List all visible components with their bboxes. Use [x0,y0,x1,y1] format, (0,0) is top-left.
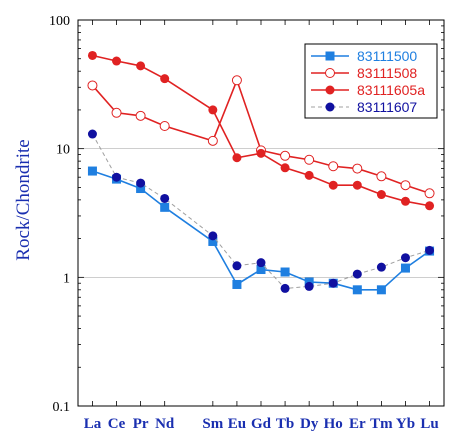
x-tick-label-ho: Ho [324,416,343,432]
data-point [87,166,97,176]
x-tick-label-er: Er [349,416,366,432]
legend-item-83111605a: 83111605a [311,82,425,98]
data-point [87,129,97,139]
x-tick-label-dy: Dy [300,416,319,432]
legend-label: 83111605a [357,82,425,98]
data-point [231,75,242,86]
data-point [376,262,386,272]
data-point [160,74,170,84]
data-point [376,171,387,182]
y-tick-label: 100 [49,14,70,29]
legend-label: 83111500 [357,48,417,64]
x-tick-label-pr: Pr [133,416,149,432]
gridlines [78,148,444,278]
legend-item-83111500: 83111500 [311,48,417,64]
data-point [352,285,362,295]
data-point [208,105,218,115]
data-point [87,50,97,60]
data-point [112,172,122,182]
legend-label: 83111508 [357,65,417,81]
x-tick-label-tb: Tb [276,416,294,432]
x-axis-labels: La Ce Pr Nd Sm Eu Gd Tb Dy Ho Er Tm Yb Lu [84,20,439,432]
x-tick-label-nd: Nd [155,416,175,432]
series-83111605a [87,50,435,211]
data-point [207,135,218,146]
data-point [136,184,146,194]
legend-label: 83111607 [357,99,417,115]
x-tick-label-sm: Sm [202,416,223,432]
data-point [328,278,338,288]
data-point [160,202,170,212]
data-point [304,281,314,291]
data-point [352,180,362,190]
legend-marker [325,68,335,78]
data-point [256,265,266,275]
data-point [136,61,146,71]
data-point [280,163,290,173]
data-point [232,261,242,271]
data-point [425,245,435,255]
y-tick-label: 1 [63,271,70,286]
series-83111607 [87,129,435,293]
series-83111508 [87,75,435,199]
data-point [352,163,363,174]
data-point [424,188,435,199]
data-point [208,231,218,241]
data-point [400,180,411,191]
data-point [376,190,386,200]
x-tick-label-gd: Gd [251,416,272,432]
data-point [425,201,435,211]
data-point [160,193,170,203]
data-point [111,107,122,118]
data-point [208,236,218,246]
data-point [280,283,290,293]
x-tick-label-eu: Eu [228,416,246,432]
data-point [304,154,315,165]
data-point [112,56,122,66]
data-point [328,161,339,172]
y-tick-label: 0.1 [53,400,71,415]
data-point [352,269,362,279]
data-point [376,285,386,295]
data-point [87,80,98,91]
y-tick-label: 10 [56,143,70,158]
data-point [400,196,410,206]
legend-marker [325,85,335,95]
x-tick-label-lu: Lu [420,416,438,432]
x-tick-label-yb: Yb [396,416,415,432]
legend-marker [325,102,335,112]
y-axis-ticks: 0.1 1 10 100 [49,14,444,415]
x-tick-label-tm: Tm [370,416,393,432]
series-layer [87,50,435,295]
data-point [280,150,291,161]
data-point [400,253,410,263]
legend-item-83111508: 83111508 [311,65,417,81]
data-point [136,178,146,188]
y-axis-title: Rock/Chondrite [13,139,34,260]
data-point [232,153,242,163]
data-point [280,267,290,277]
data-point [256,148,266,158]
series-line [92,133,430,289]
x-tick-label-la: La [84,416,102,432]
data-point [232,279,242,289]
legend-item-83111607: 83111607 [311,99,417,115]
data-point [135,110,146,121]
data-point [159,121,170,132]
legend-marker [325,51,335,61]
data-point [304,170,314,180]
data-point [256,258,266,268]
data-point [328,180,338,190]
x-tick-label-ce: Ce [108,416,126,432]
data-point [400,263,410,273]
